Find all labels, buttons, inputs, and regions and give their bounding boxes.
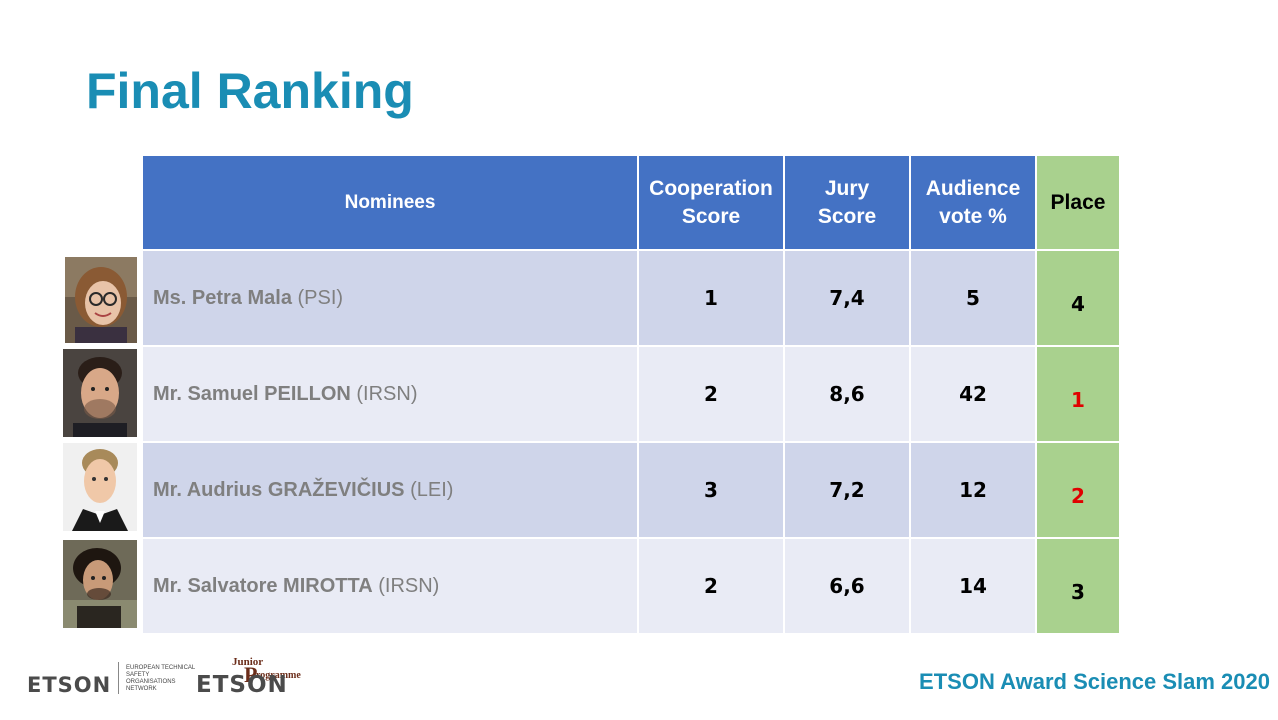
header-jury-line2: Score [817,204,877,228]
table-row: Mr. Audrius GRAŽEVIČIUS (LEI) 3 7,2 12 2 [141,441,1121,539]
junior-staff-programme-logo: Junior P rogramme ETSON [196,656,306,702]
slide-title: Final Ranking [86,63,414,119]
place-cell: 2 [1035,441,1121,539]
junior-programme-word: rogramme [256,670,301,681]
logo-divider [118,662,119,694]
nominee-cell: Mr. Salvatore MIROTTA (IRSN) [141,537,639,635]
audience-vote-cell: 14 [909,537,1037,635]
etson-logo: ETSON [27,673,112,697]
header-cooperation-line2: Score [681,204,741,228]
cooperation-score-cell: 1 [637,249,785,347]
nominee-org: (PSI) [297,287,344,309]
table-row: Mr. Samuel PEILLON (IRSN) 2 8,6 42 1 [141,345,1121,443]
header-place: Place [1035,154,1121,251]
table-row: Mr. Salvatore MIROTTA (IRSN) 2 6,6 14 3 [141,537,1121,635]
nominee-org: (IRSN) [378,575,440,597]
nominee-name: Ms. Petra Mala [153,287,292,309]
junior-p-letter: P [244,662,258,687]
audience-vote-cell: 5 [909,249,1037,347]
nominee-name: Mr. Samuel PEILLON [153,383,351,405]
audience-vote-cell: 12 [909,441,1037,539]
header-nominees: Nominees [141,154,639,251]
header-jury-line1: Jury [824,176,870,200]
header-jury-score: Jury Score [783,154,911,251]
ranking-table: Nominees Cooperation Score Jury Score Audi… [141,154,1121,635]
cooperation-score-cell: 3 [637,441,785,539]
place-cell: 1 [1035,345,1121,443]
cooperation-score-cell: 2 [637,537,785,635]
table-header-row: Nominees Cooperation Score Jury Score Audi… [141,154,1121,251]
nominee-cell: Ms. Petra Mala (PSI) [141,249,639,347]
header-audience-line1: Audience [925,176,1021,200]
header-audience-line2: vote % [939,204,1007,228]
nominee-photo-salvatore-mirotta [63,540,137,628]
nominee-name: Mr. Salvatore MIROTTA [153,575,373,597]
etson-logo-subtitle: EUROPEAN TECHNICAL SAFETY ORGANISATIONS … [126,665,196,692]
audience-vote-cell: 42 [909,345,1037,443]
nominee-photo-petra-mala [65,257,137,343]
nominee-cell: Mr. Audrius GRAŽEVIČIUS (LEI) [141,441,639,539]
nominee-name: Mr. Audrius GRAŽEVIČIUS [153,479,405,501]
jury-score-cell: 7,4 [783,249,911,347]
nominee-org: (LEI) [410,479,454,501]
header-cooperation-score: Cooperation Score [637,154,785,251]
place-cell: 3 [1035,537,1121,635]
cooperation-score-cell: 2 [637,345,785,443]
junior-etson-word: ETSON [196,672,288,698]
jury-score-cell: 7,2 [783,441,911,539]
jury-score-cell: 6,6 [783,537,911,635]
junior-word: Junior [232,656,264,668]
nominee-cell: Mr. Samuel PEILLON (IRSN) [141,345,639,443]
place-cell: 4 [1035,249,1121,347]
jury-score-cell: 8,6 [783,345,911,443]
nominee-photo-audrius-grazevicius [63,443,137,531]
nominee-photo-samuel-peillon [63,349,137,437]
table-row: Ms. Petra Mala (PSI) 1 7,4 5 4 [141,249,1121,347]
header-cooperation-line1: Cooperation [649,176,773,200]
header-audience-vote: Audience vote % [909,154,1037,251]
nominee-org: (IRSN) [356,383,418,405]
footer-title: ETSON Award Science Slam 2020 [919,669,1270,694]
